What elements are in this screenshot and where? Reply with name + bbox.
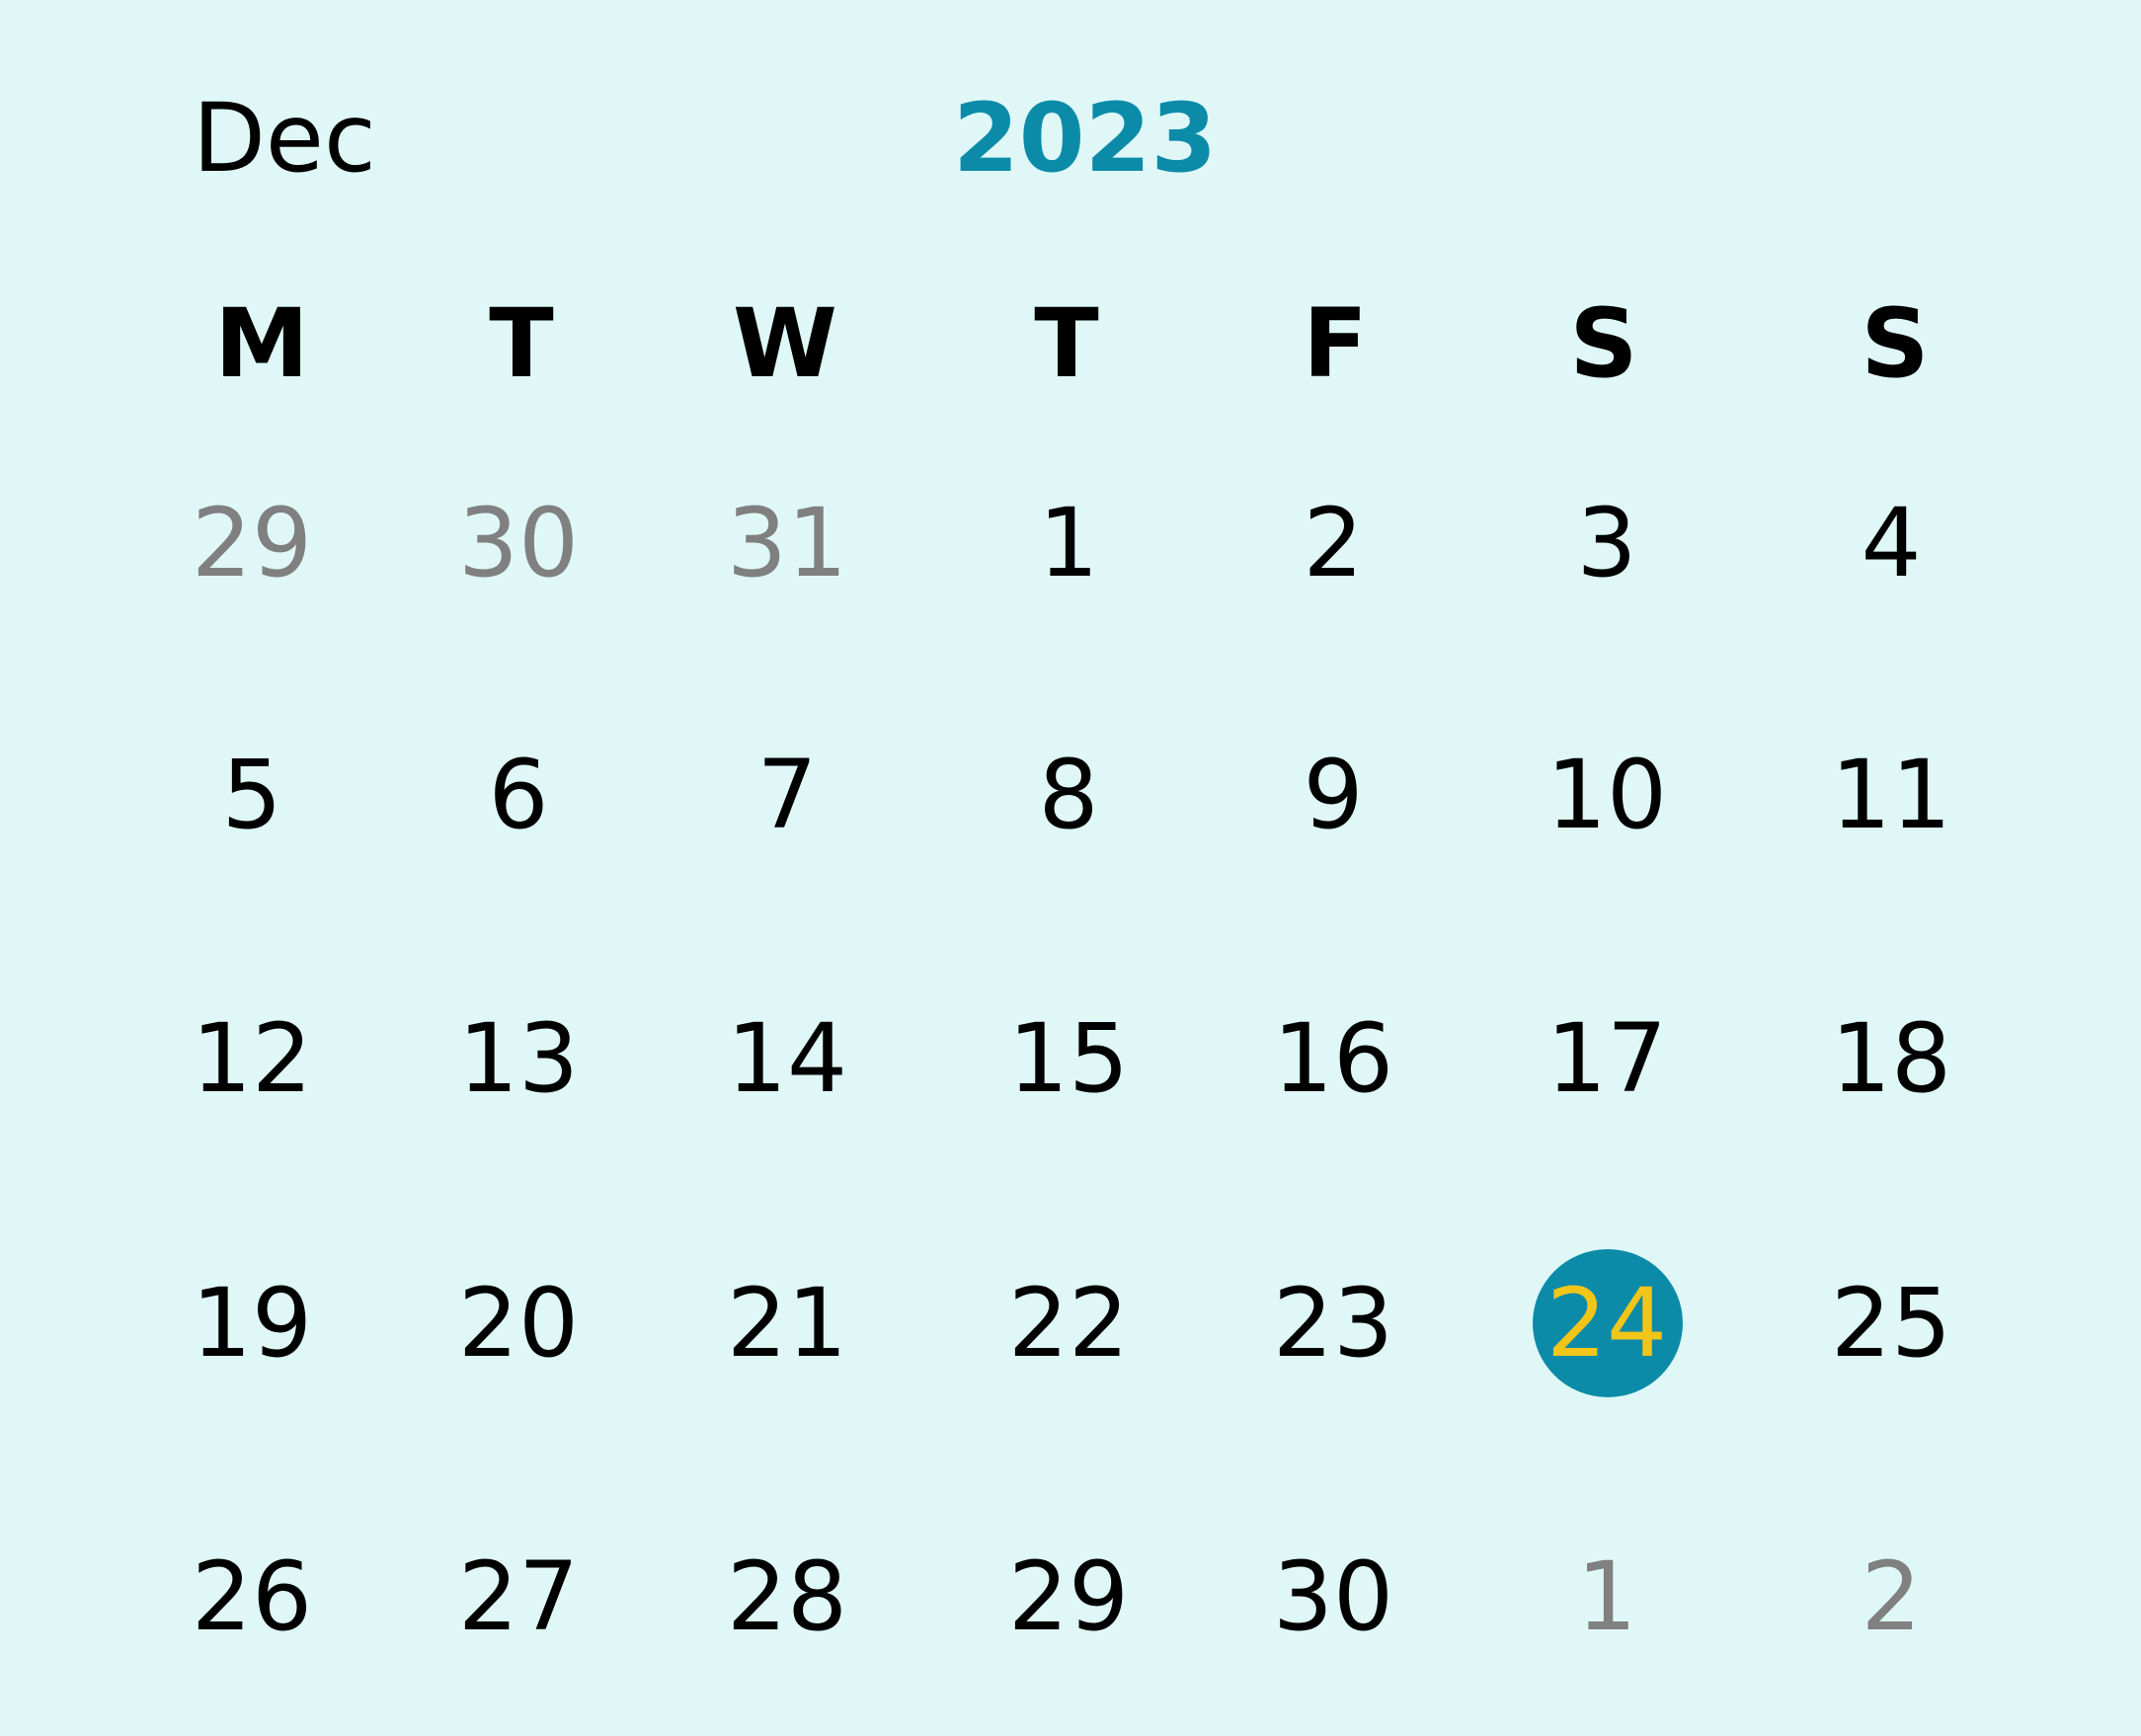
weekday-header: S — [1569, 288, 1638, 399]
day-cell[interactable]: 25 — [1802, 1244, 1980, 1402]
day-number: 28 — [726, 1541, 848, 1652]
weekday-header: F — [1303, 288, 1368, 399]
day-number: 12 — [191, 1003, 313, 1114]
day-number: 2 — [1861, 1541, 1922, 1652]
day-cell[interactable]: 23 — [1244, 1244, 1422, 1402]
day-number: 6 — [488, 740, 549, 850]
day-cell[interactable]: 16 — [1244, 980, 1422, 1138]
weekday-header: T — [489, 288, 554, 399]
day-cell[interactable]: 30 — [1244, 1518, 1422, 1676]
weekday-header: W — [733, 288, 837, 399]
day-number: 21 — [726, 1268, 848, 1379]
day-cell[interactable]: 22 — [980, 1244, 1157, 1402]
day-number: 2 — [1303, 488, 1364, 598]
day-cell[interactable]: 9 — [1244, 716, 1422, 874]
day-cell[interactable]: 3 — [1518, 464, 1696, 622]
day-cell[interactable]: 2 — [1802, 1518, 1980, 1676]
day-number: 30 — [457, 488, 580, 598]
day-number: 13 — [457, 1003, 580, 1114]
day-number: 23 — [1272, 1268, 1394, 1379]
day-number: 11 — [1830, 740, 1952, 850]
day-cell[interactable]: 11 — [1802, 716, 1980, 874]
day-cell[interactable]: 10 — [1518, 716, 1696, 874]
year-label[interactable]: 2023 — [953, 83, 1218, 194]
day-cell[interactable]: 7 — [698, 716, 876, 874]
day-cell[interactable]: 15 — [980, 980, 1157, 1138]
day-cell[interactable]: 6 — [430, 716, 607, 874]
day-number: 4 — [1861, 488, 1922, 598]
day-cell[interactable]: 30 — [430, 464, 607, 622]
day-cell[interactable]: 31 — [698, 464, 876, 622]
day-cell[interactable]: 26 — [163, 1518, 341, 1676]
day-cell[interactable]: 29 — [163, 464, 341, 622]
day-cell[interactable]: 17 — [1518, 980, 1696, 1138]
weekday-header: M — [214, 288, 309, 399]
day-number: 1 — [1038, 488, 1099, 598]
day-number: 17 — [1546, 1003, 1668, 1114]
day-cell[interactable]: 29 — [980, 1518, 1157, 1676]
day-cell[interactable]: 2 — [1244, 464, 1422, 622]
weekday-header: T — [1034, 288, 1099, 399]
day-number: 30 — [1272, 1541, 1394, 1652]
day-number: 15 — [1007, 1003, 1130, 1114]
day-cell[interactable]: 28 — [698, 1518, 876, 1676]
day-cell[interactable]: 18 — [1802, 980, 1980, 1138]
day-cell[interactable]: 21 — [698, 1244, 876, 1402]
day-number: 9 — [1303, 740, 1364, 850]
day-number: 25 — [1830, 1268, 1952, 1379]
day-number: 1 — [1576, 1541, 1637, 1652]
day-cell[interactable]: 19 — [163, 1244, 341, 1402]
day-number: 7 — [756, 740, 818, 850]
day-number: 8 — [1038, 740, 1099, 850]
day-number: 29 — [191, 488, 313, 598]
day-number: 20 — [457, 1268, 580, 1379]
day-cell-selected[interactable]: 24 — [1518, 1244, 1696, 1402]
day-cell[interactable]: 4 — [1802, 464, 1980, 622]
day-number: 5 — [221, 740, 282, 850]
day-number: 14 — [726, 1003, 848, 1114]
day-number: 29 — [1007, 1541, 1130, 1652]
day-cell[interactable]: 1 — [1518, 1518, 1696, 1676]
day-number: 24 — [1546, 1268, 1668, 1379]
day-cell[interactable]: 12 — [163, 980, 341, 1138]
day-number: 22 — [1007, 1268, 1130, 1379]
day-cell[interactable]: 5 — [163, 716, 341, 874]
day-cell[interactable]: 20 — [430, 1244, 607, 1402]
day-number: 27 — [457, 1541, 580, 1652]
day-cell[interactable]: 14 — [698, 980, 876, 1138]
day-cell[interactable]: 27 — [430, 1518, 607, 1676]
day-number: 10 — [1546, 740, 1668, 850]
day-cell[interactable]: 13 — [430, 980, 607, 1138]
day-cell[interactable]: 8 — [980, 716, 1157, 874]
month-label[interactable]: Dec — [193, 83, 376, 194]
day-number: 26 — [191, 1541, 313, 1652]
day-number: 3 — [1576, 488, 1637, 598]
day-number: 19 — [191, 1268, 313, 1379]
day-number: 16 — [1272, 1003, 1394, 1114]
day-number: 31 — [726, 488, 848, 598]
selected-day-marker — [1533, 1249, 1683, 1397]
day-number: 18 — [1830, 1003, 1952, 1114]
weekday-header: S — [1861, 288, 1930, 399]
day-cell[interactable]: 1 — [980, 464, 1157, 622]
